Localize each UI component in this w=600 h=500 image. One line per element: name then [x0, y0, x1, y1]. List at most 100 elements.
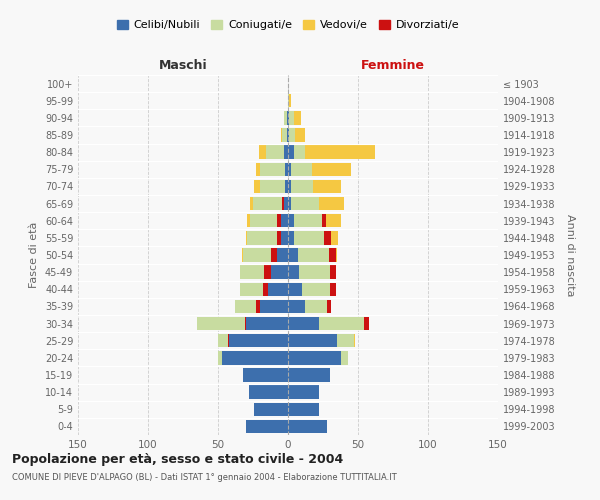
Bar	[288, 402, 319, 416]
Bar	[287, 128, 288, 141]
Bar	[288, 146, 293, 159]
Bar	[291, 197, 319, 210]
Bar	[284, 197, 288, 210]
Bar	[283, 128, 287, 141]
Bar	[288, 368, 330, 382]
Bar	[277, 248, 288, 262]
Bar	[288, 111, 289, 124]
Bar	[330, 266, 335, 279]
Bar	[364, 317, 369, 330]
Bar	[288, 351, 341, 364]
Bar	[259, 146, 266, 159]
Bar	[327, 300, 330, 313]
Bar	[293, 146, 305, 159]
Bar	[246, 317, 288, 330]
Bar	[247, 231, 281, 244]
Bar	[266, 146, 284, 159]
Bar	[281, 231, 288, 244]
Bar	[243, 248, 277, 262]
Bar	[246, 420, 288, 433]
Text: Popolazione per età, sesso e stato civile - 2004: Popolazione per età, sesso e stato civil…	[12, 452, 343, 466]
Bar	[218, 351, 222, 364]
Bar	[250, 214, 281, 228]
Bar	[254, 402, 288, 416]
Bar	[312, 162, 351, 176]
Y-axis label: Fasce di età: Fasce di età	[29, 222, 39, 288]
Bar	[325, 231, 331, 244]
Bar	[288, 300, 305, 313]
Bar	[291, 162, 312, 176]
Bar	[330, 266, 335, 279]
Bar	[288, 231, 293, 244]
Bar	[288, 420, 327, 433]
Bar	[289, 111, 293, 124]
Bar	[285, 162, 288, 176]
Bar	[271, 248, 277, 262]
Y-axis label: Anni di nascita: Anni di nascita	[565, 214, 575, 296]
Bar	[197, 317, 246, 330]
Bar	[256, 162, 260, 176]
Bar	[329, 248, 337, 262]
Bar	[260, 180, 285, 193]
Bar	[293, 111, 301, 124]
Text: Femmine: Femmine	[361, 58, 425, 71]
Bar	[289, 94, 291, 108]
Bar	[319, 197, 344, 210]
Bar	[330, 282, 335, 296]
Bar	[235, 300, 260, 313]
Bar	[285, 180, 288, 193]
Bar	[288, 386, 319, 399]
Bar	[295, 128, 305, 141]
Bar	[247, 214, 250, 228]
Bar	[288, 162, 291, 176]
Bar	[288, 94, 289, 108]
Text: COMUNE DI PIEVE D'ALPAGO (BL) - Dati ISTAT 1° gennaio 2004 - Elaborazione TUTTIT: COMUNE DI PIEVE D'ALPAGO (BL) - Dati IST…	[12, 472, 397, 482]
Bar	[288, 214, 293, 228]
Bar	[218, 334, 229, 347]
Bar	[291, 180, 313, 193]
Bar	[245, 317, 246, 330]
Bar	[302, 282, 330, 296]
Bar	[241, 282, 268, 296]
Bar	[241, 266, 271, 279]
Bar	[277, 214, 281, 228]
Bar	[329, 248, 335, 262]
Bar	[299, 266, 330, 279]
Bar	[284, 111, 287, 124]
Bar	[277, 231, 281, 244]
Bar	[327, 300, 331, 313]
Bar	[242, 248, 243, 262]
Bar	[288, 282, 302, 296]
Bar	[281, 128, 283, 141]
Bar	[305, 146, 375, 159]
Bar	[288, 197, 291, 210]
Bar	[330, 282, 334, 296]
Bar	[254, 180, 260, 193]
Bar	[253, 197, 284, 210]
Bar	[271, 266, 288, 279]
Bar	[260, 300, 288, 313]
Bar	[288, 266, 299, 279]
Bar	[305, 300, 327, 313]
Bar	[268, 282, 288, 296]
Bar	[264, 266, 271, 279]
Bar	[337, 334, 354, 347]
Bar	[287, 111, 288, 124]
Bar	[250, 197, 253, 210]
Bar	[325, 231, 338, 244]
Bar	[293, 214, 322, 228]
Bar	[288, 317, 319, 330]
Bar	[283, 197, 284, 210]
Bar	[243, 368, 288, 382]
Bar	[249, 386, 288, 399]
Bar	[354, 334, 355, 347]
Legend: Celibi/Nubili, Coniugati/e, Vedovi/e, Divorziati/e: Celibi/Nubili, Coniugati/e, Vedovi/e, Di…	[112, 16, 464, 35]
Bar	[298, 248, 329, 262]
Bar	[263, 282, 268, 296]
Bar	[288, 334, 337, 347]
Bar	[313, 180, 341, 193]
Bar	[341, 351, 348, 364]
Bar	[260, 162, 285, 176]
Bar	[289, 128, 295, 141]
Bar	[288, 180, 291, 193]
